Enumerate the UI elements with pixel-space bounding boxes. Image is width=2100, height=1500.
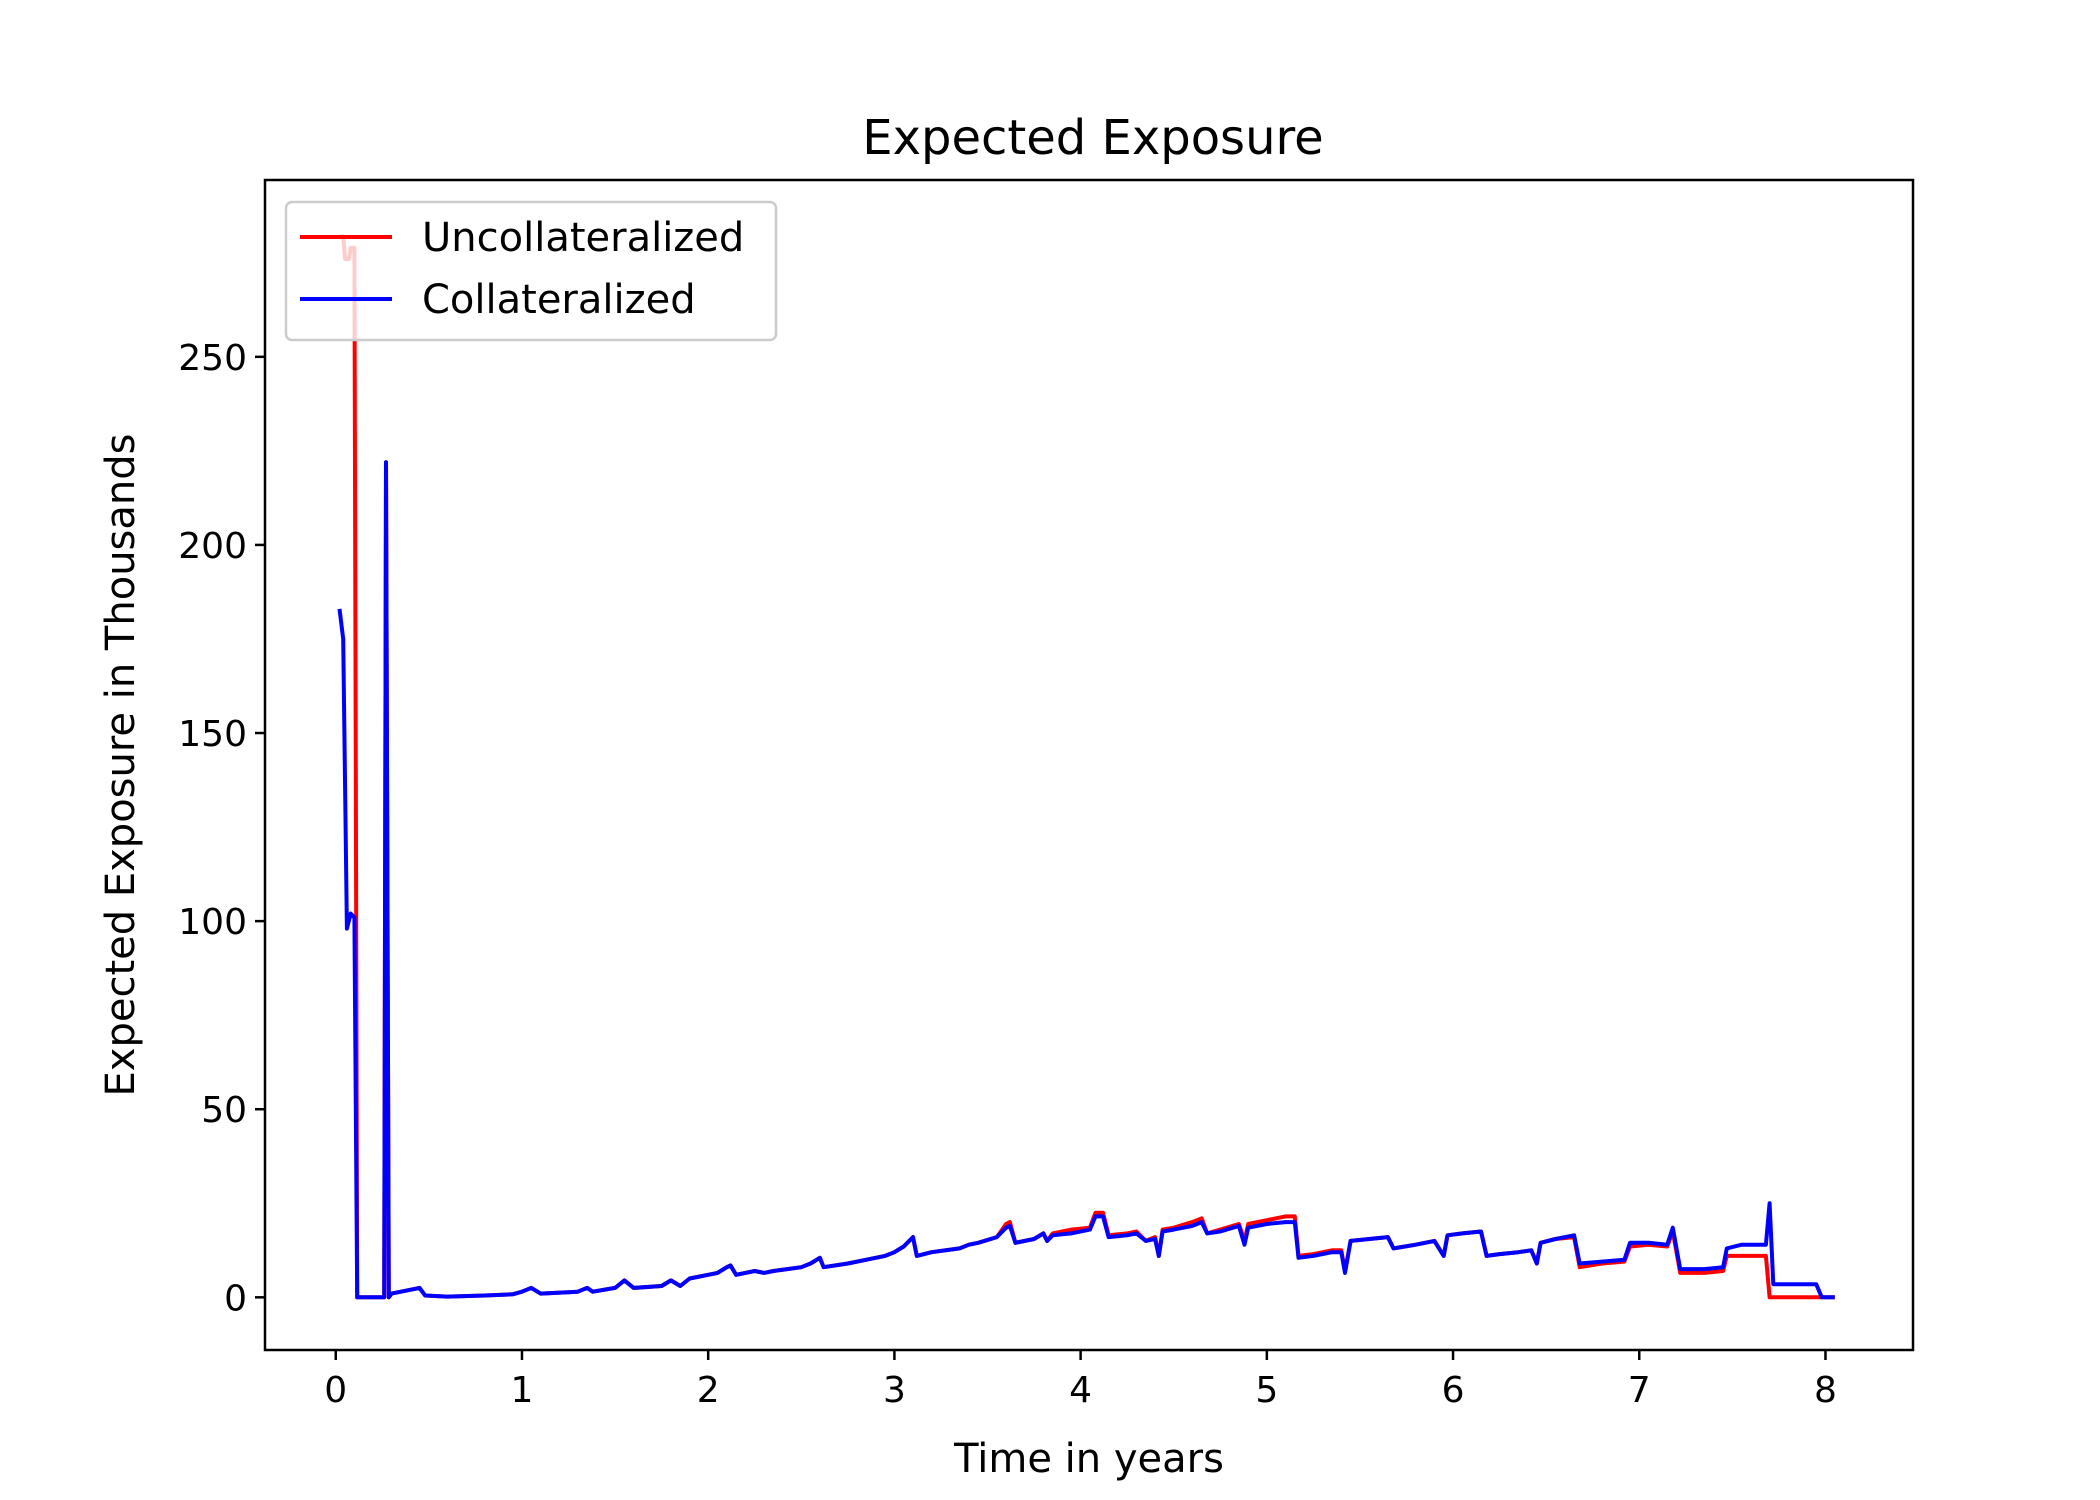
series-line-uncollateralized [339, 234, 1835, 1300]
y-tick-label: 200 [178, 526, 247, 567]
legend-box [284, 200, 778, 342]
plot-frame [263, 178, 1915, 1352]
x-tick-label: 3 [883, 1370, 906, 1411]
chart-title: Expected Exposure [862, 110, 1323, 166]
x-tick-label: 0 [324, 1370, 347, 1411]
x-tick-label: 8 [1814, 1370, 1837, 1411]
x-axis-label: Time in years [953, 1436, 1224, 1482]
x-axis-ticks: 0 1 2 3 4 5 6 7 8 [324, 1350, 1837, 1411]
x-tick-label: 4 [1069, 1370, 1092, 1411]
legend: Uncollateralized Collateralized [284, 200, 778, 342]
y-tick-label: 100 [178, 902, 247, 943]
x-tick-label: 5 [1255, 1370, 1278, 1411]
y-tick-label: 50 [201, 1090, 247, 1131]
x-tick-label: 7 [1628, 1370, 1651, 1411]
y-tick-label: 150 [178, 714, 247, 755]
legend-label-collateralized: Collateralized [422, 277, 696, 323]
x-tick-label: 1 [511, 1370, 534, 1411]
series-lines [337, 234, 1835, 1300]
y-axis-ticks: 0 50 100 150 200 250 [178, 338, 265, 1319]
series-line-collateralized [337, 460, 1835, 1300]
legend-label-uncollateralized: Uncollateralized [422, 215, 744, 261]
x-tick-label: 2 [697, 1370, 720, 1411]
y-axis-label: Expected Exposure in Thousands [98, 434, 144, 1097]
y-tick-label: 0 [224, 1278, 247, 1319]
y-tick-label: 250 [178, 338, 247, 379]
x-tick-label: 6 [1442, 1370, 1465, 1411]
